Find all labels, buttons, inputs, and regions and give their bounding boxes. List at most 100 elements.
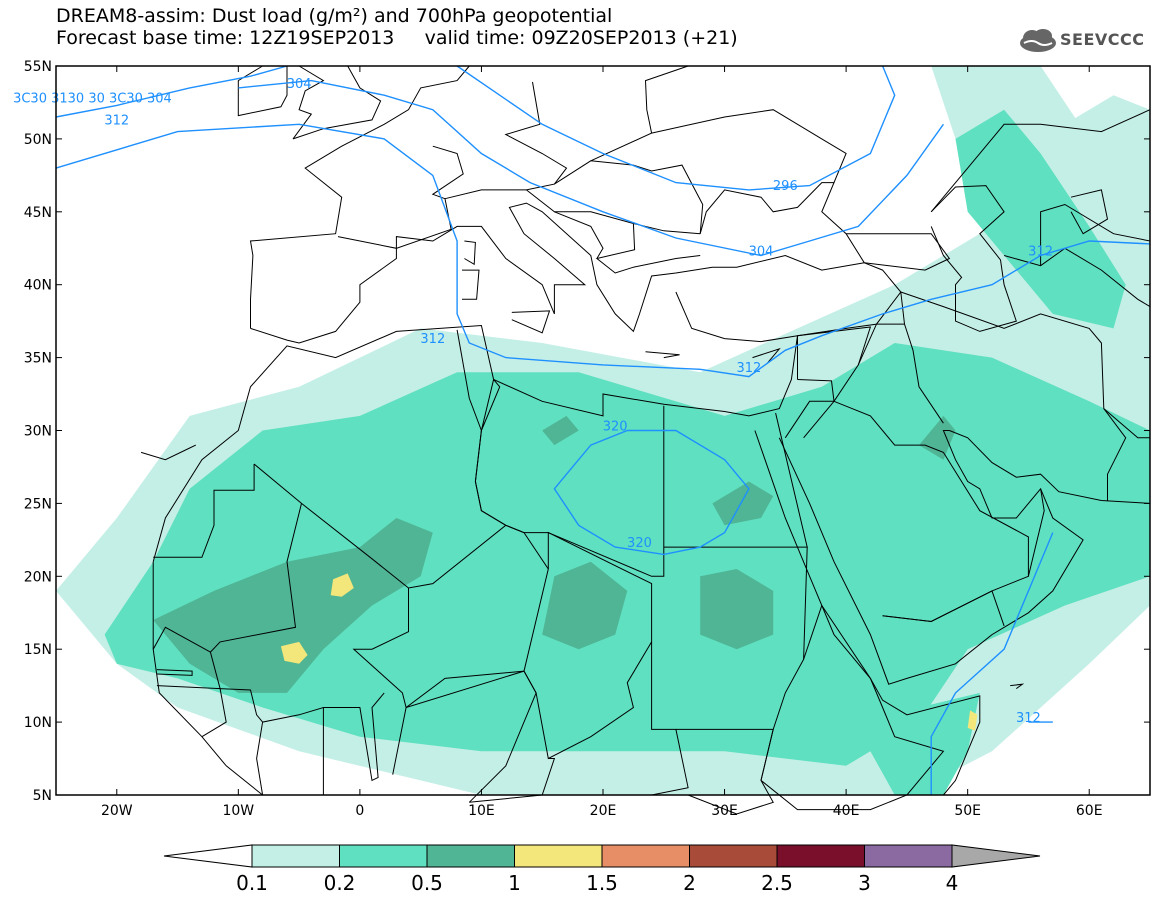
lon-tick-label: 20W (101, 803, 133, 819)
border-ukraine (651, 109, 847, 183)
colorbar-level-label: 2 (683, 871, 696, 895)
colorbar-box (689, 844, 778, 868)
colorbar-level-label: 0.5 (411, 871, 443, 895)
dust-0.5-libya-region (542, 415, 579, 446)
colorbar-level-label: 3 (858, 871, 871, 895)
border-yemen (882, 590, 1005, 627)
border-europe-4 (590, 65, 689, 162)
border-gambia (156, 669, 193, 676)
dust-1-mali-region (330, 573, 354, 597)
border-ivory (256, 706, 324, 796)
lon-tick-label: 0 (355, 803, 364, 819)
lon-tick-label: 40E (833, 803, 860, 819)
lon-tick-label: 30E (711, 803, 738, 819)
map-axes: 20W 10W 0 10E 20E 30E 40E 50E 60E 5N 10N 15N 20N 25N 3… (24, 59, 1150, 819)
lat-tick-label: 45N (24, 205, 52, 221)
lat-tick-label: 25N (24, 496, 52, 512)
colorbar-box (514, 844, 603, 868)
colorbar-box (339, 844, 428, 868)
contour-label: 312 (736, 361, 761, 376)
coastline-layer (140, 65, 1151, 815)
coast-west-africa (152, 561, 263, 796)
lon-tick-label: 50E (954, 803, 981, 819)
contour-label: 296 (773, 179, 798, 194)
forecast-time-subtitle: Forecast base time: 12Z19SEP2013 valid t… (56, 27, 738, 49)
border-ethiopia (760, 604, 945, 811)
colorbar-level-label: 0.1 (236, 871, 268, 895)
border-nigeria (392, 670, 537, 803)
border-europe-5 (526, 189, 701, 274)
contour-label: 320 (627, 536, 652, 551)
lat-tick-label: 15N (24, 642, 52, 658)
coast-britain (292, 65, 382, 140)
lat-tick-label: 55N (24, 59, 52, 75)
border-turkmen (1003, 247, 1151, 308)
lat-tick-label: 50N (24, 132, 52, 148)
border-chad (523, 531, 653, 760)
border-sahara-1 (153, 464, 255, 558)
lat-tick-label: 10N (24, 715, 52, 731)
contour-312-east (930, 532, 1054, 795)
border-europe-2 (431, 145, 464, 200)
colorbar-box (864, 844, 953, 868)
lon-tick-label: 20E (590, 803, 617, 819)
coast-sardinia (462, 269, 480, 300)
chart-title: DREAM8-assim: Dust load (g/m²) and 700hP… (56, 5, 613, 27)
coast-sicily (511, 310, 551, 334)
contour-304 (238, 79, 944, 257)
colorbar-level-label: 2.5 (761, 871, 793, 895)
contour-label: 304 (749, 245, 774, 260)
border-cameroon (469, 758, 556, 803)
contour-label: 320 (603, 420, 628, 435)
contour-296 (456, 65, 896, 191)
contour-label: 312 (1016, 711, 1041, 726)
coast-iberia-south (250, 202, 865, 344)
colorbar-level-label: 1.5 (586, 871, 618, 895)
contour-304-west (55, 65, 288, 118)
colorbar-under-triangle (163, 844, 253, 868)
colorbar-boxes (163, 844, 1041, 868)
contour-320 (553, 429, 750, 556)
colorbar-over-triangle (951, 844, 1041, 868)
border-uzbek (1040, 203, 1151, 266)
border-senegal (152, 626, 221, 690)
dust-0.5-chad-region (542, 561, 628, 650)
contour-312-north (55, 123, 1151, 378)
lon-tick-label: 10E (468, 803, 495, 819)
border-mauritania-mali (210, 503, 302, 653)
coast-corsica (464, 240, 476, 266)
border-guinea (201, 688, 263, 738)
dust-0.5-sudan-region (700, 569, 774, 650)
contour-label: 312 (420, 332, 445, 347)
colorbar-level-label: 1 (508, 871, 521, 895)
border-caucasus (846, 233, 951, 271)
colorbar-box (601, 844, 690, 868)
coast-black-sea-north (699, 182, 865, 264)
coast-caspian (930, 185, 1017, 332)
coast-persian-gulf-north (949, 430, 1151, 504)
cloud-logo-icon (1020, 29, 1056, 52)
colorbar-box (251, 844, 340, 868)
border-libya (474, 378, 665, 577)
coast-red-sea-east (778, 430, 1084, 685)
coast-socotra (1010, 683, 1025, 690)
dust-1-somalia-region (967, 710, 978, 731)
border-afghan (1103, 408, 1150, 439)
lon-tick-label: 60E (1076, 803, 1103, 819)
border-south-sudan (687, 729, 774, 815)
geopotential-contours (55, 65, 1151, 795)
border-jordan (784, 379, 835, 439)
colorbar-level-label: 0.2 (324, 871, 356, 895)
lat-tick-label: 20N (24, 569, 52, 585)
coast-aral (1070, 189, 1109, 235)
contour-label: 312 (1028, 245, 1053, 260)
coast-crete (645, 351, 680, 359)
lat-tick-label: 5N (33, 788, 52, 804)
border-europe-7 (554, 211, 604, 259)
coast-iberia (249, 65, 470, 329)
colorbar-box (426, 844, 515, 868)
lat-tick-label: 40N (24, 278, 52, 294)
coast-turkey-south (675, 291, 798, 343)
coast-red-sea-west (754, 430, 981, 796)
